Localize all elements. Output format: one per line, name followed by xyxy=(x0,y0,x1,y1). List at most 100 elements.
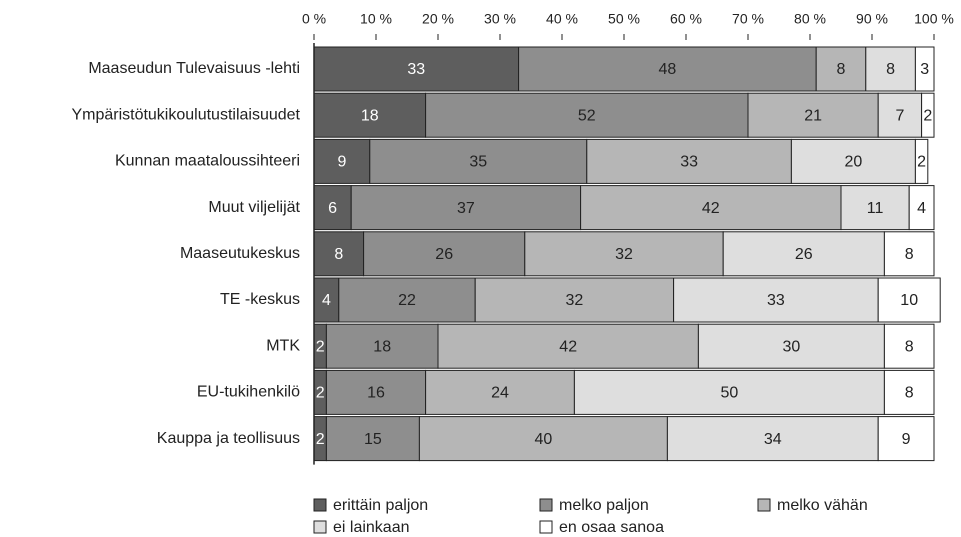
y-tick-label: Kunnan maataloussihteeri xyxy=(115,153,300,170)
bar-segment xyxy=(877,277,941,323)
bar-segment xyxy=(840,185,910,231)
bar-segment xyxy=(313,185,352,231)
value-label: 42 xyxy=(559,338,577,355)
bar-segment xyxy=(747,92,879,138)
y-tick-label: Muut viljelijät xyxy=(208,199,300,216)
value-label: 18 xyxy=(373,338,391,355)
legend-label: ei lainkaan xyxy=(333,519,410,536)
value-label: 2 xyxy=(316,431,325,448)
value-label: 8 xyxy=(886,61,895,78)
x-tick-label: 20 % xyxy=(422,11,454,27)
bar-segment xyxy=(313,231,365,277)
legend-label: melko vähän xyxy=(777,497,868,514)
bar-segment xyxy=(586,138,792,184)
bar-segment xyxy=(697,323,885,369)
value-label: 7 xyxy=(895,107,904,124)
value-label: 8 xyxy=(837,61,846,78)
x-tick-label: 70 % xyxy=(732,11,764,27)
bar-segment xyxy=(921,92,935,138)
bar-segment xyxy=(673,277,879,323)
x-tick-label: 60 % xyxy=(670,11,702,27)
bar-segment xyxy=(425,369,575,415)
bar-segment xyxy=(363,231,526,277)
bar-segment xyxy=(914,138,929,184)
legend-swatch xyxy=(757,498,771,512)
value-label: 42 xyxy=(702,200,720,217)
y-tick-label: Maaseutukeskus xyxy=(180,245,300,262)
value-label: 18 xyxy=(361,107,379,124)
legend-swatch xyxy=(539,520,553,534)
value-label: 6 xyxy=(328,200,337,217)
value-label: 34 xyxy=(764,431,782,448)
legend-label: en osaa sanoa xyxy=(559,519,664,536)
value-label: 26 xyxy=(435,246,453,263)
bar-segment xyxy=(883,323,935,369)
value-label: 15 xyxy=(364,431,382,448)
value-label: 32 xyxy=(615,246,633,263)
bar-segment xyxy=(313,138,371,184)
bar-segment xyxy=(474,277,675,323)
value-label: 24 xyxy=(491,385,509,402)
value-label: 40 xyxy=(535,431,553,448)
x-tick-label: 90 % xyxy=(856,11,888,27)
bar-segment xyxy=(877,416,935,462)
value-label: 2 xyxy=(316,385,325,402)
value-label: 8 xyxy=(905,338,914,355)
x-tick-label: 80 % xyxy=(794,11,826,27)
value-label: 3 xyxy=(920,61,929,78)
legend-label: erittäin paljon xyxy=(333,497,428,514)
legend-swatch xyxy=(539,498,553,512)
value-label: 8 xyxy=(905,246,914,263)
bar-segment xyxy=(865,46,916,92)
value-label: 4 xyxy=(322,292,331,309)
bar-segment xyxy=(325,369,427,415)
value-label: 16 xyxy=(367,385,385,402)
bar-segment xyxy=(883,231,935,277)
bar-segment xyxy=(369,138,588,184)
y-tick-label: MTK xyxy=(266,337,300,354)
bar-segment xyxy=(313,46,520,92)
value-label: 33 xyxy=(767,292,785,309)
y-tick-label: TE -keskus xyxy=(220,291,300,308)
value-label: 33 xyxy=(680,154,698,171)
bar-segment xyxy=(350,185,582,231)
bar-segment xyxy=(573,369,885,415)
x-tick-label: 10 % xyxy=(360,11,392,27)
legend-label: melko paljon xyxy=(559,497,649,514)
x-tick-label: 30 % xyxy=(484,11,516,27)
value-label: 37 xyxy=(457,200,475,217)
value-label: 4 xyxy=(917,200,926,217)
x-tick-label: 100 % xyxy=(914,11,954,27)
value-label: 26 xyxy=(795,246,813,263)
x-tick-label: 50 % xyxy=(608,11,640,27)
value-label: 33 xyxy=(407,61,425,78)
bar-segment xyxy=(524,231,724,277)
value-label: 2 xyxy=(923,107,932,124)
y-tick-label: Kauppa ja teollisuus xyxy=(157,430,300,447)
bar-segment xyxy=(418,416,668,462)
value-label: 8 xyxy=(334,246,343,263)
value-label: 2 xyxy=(316,338,325,355)
value-label: 52 xyxy=(578,107,596,124)
value-label: 11 xyxy=(867,200,884,217)
y-tick-label: Ympäristötukikoulutustilaisuudet xyxy=(71,106,300,123)
value-label: 21 xyxy=(804,107,822,124)
value-label: 32 xyxy=(566,292,584,309)
y-tick-label: EU-tukihenkilö xyxy=(197,384,300,401)
value-label: 10 xyxy=(900,292,918,309)
value-label: 22 xyxy=(398,292,416,309)
bar-segment xyxy=(518,46,817,92)
bar-segment xyxy=(883,369,935,415)
y-tick-label: Maaseudun Tulevaisuus -lehti xyxy=(88,60,300,77)
x-tick-label: 0 % xyxy=(302,11,326,27)
legend-swatch xyxy=(313,498,327,512)
legend-swatch xyxy=(313,520,327,534)
value-label: 2 xyxy=(917,154,926,171)
value-label: 9 xyxy=(902,431,911,448)
value-label: 20 xyxy=(845,154,863,171)
value-label: 35 xyxy=(469,154,487,171)
value-label: 9 xyxy=(337,154,346,171)
bar-segment xyxy=(722,231,885,277)
value-label: 48 xyxy=(659,61,677,78)
